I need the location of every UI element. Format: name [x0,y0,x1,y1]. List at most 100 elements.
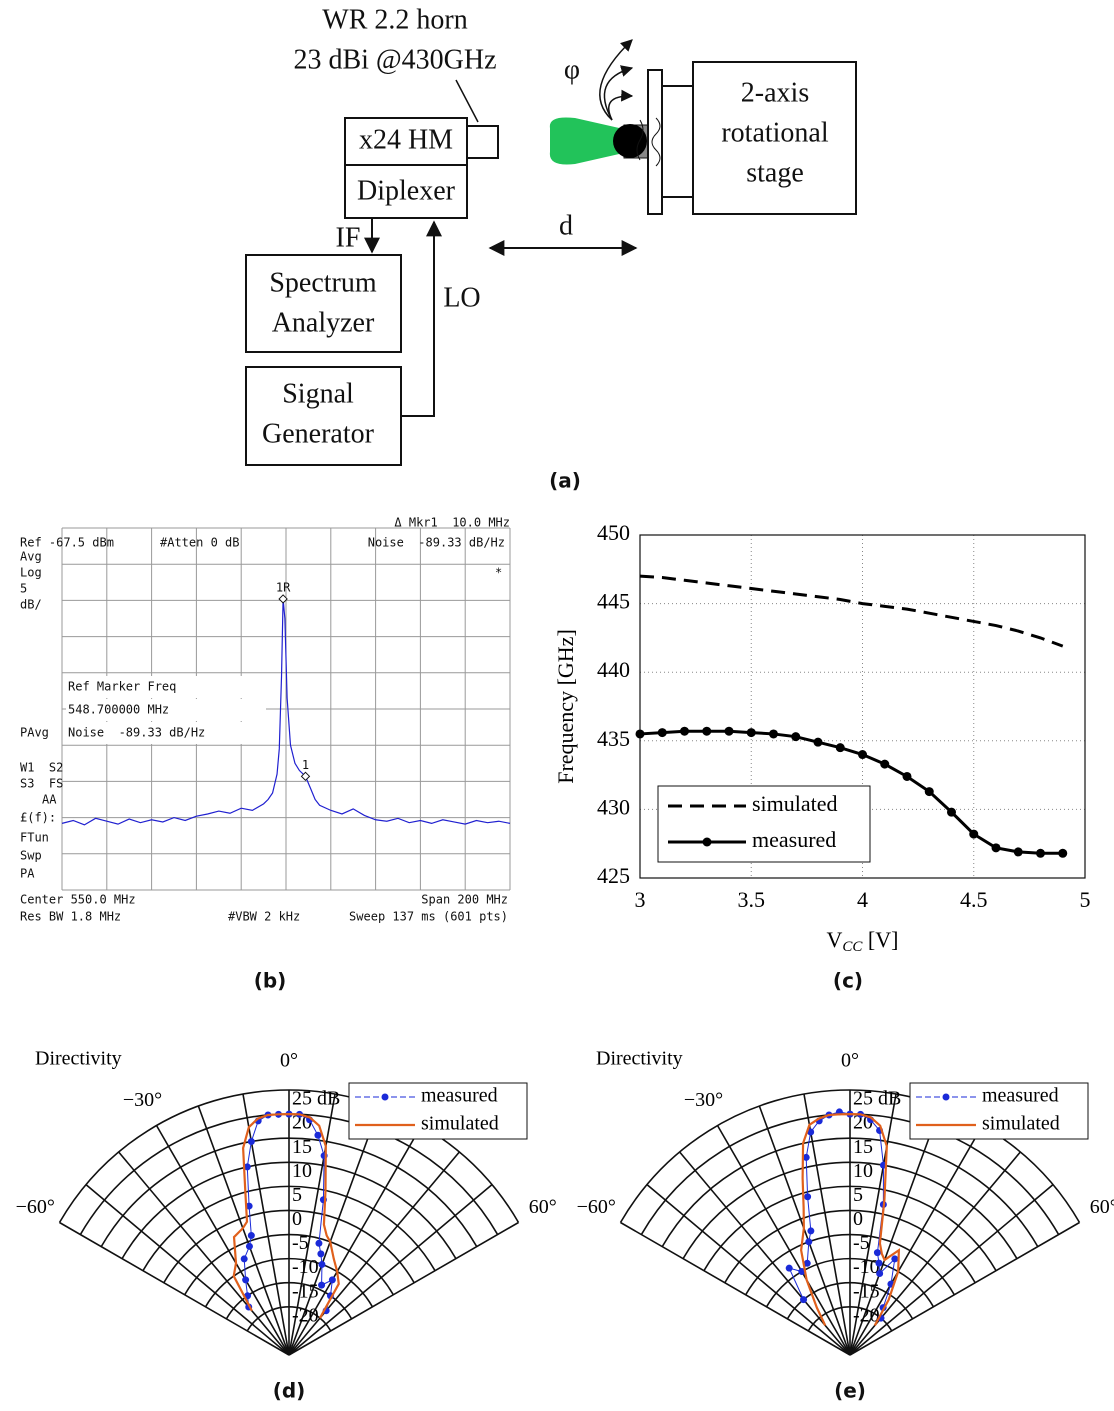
trace [61,598,511,826]
legend-box [348,1082,528,1140]
point [807,1227,815,1235]
ring-grid [204,1257,374,1308]
series-line [232,1112,340,1319]
screen-text: Swp [20,849,42,863]
y-tick-label: 445 [597,589,630,614]
r-tick-label: 15 [292,1136,312,1158]
label: 23 dBi @430GHz [293,44,496,75]
r-tick-label: -20 [853,1304,880,1326]
radial-grid [849,1125,984,1356]
screen-text: FTun [20,831,49,845]
legend-label: measured [982,1085,1059,1107]
point [243,1163,251,1171]
point [1036,848,1045,858]
point [880,759,890,769]
radial-grid [288,1221,519,1356]
theta-tick-label: 60° [529,1196,557,1218]
screen-text: dB/ [20,598,42,612]
screen-text: Avg [20,550,42,564]
ring-grid [100,1137,478,1247]
label: Spectrum [269,267,377,298]
screen-text: #Atten 0 dB [160,536,239,550]
point [315,1239,323,1247]
ring-grid [121,1161,457,1260]
point [991,843,1001,853]
theta-tick-label: −60° [577,1196,616,1218]
point [858,750,867,760]
legend-label: simulated [421,1113,499,1135]
x-axis-subscript: CC [842,939,863,955]
r-tick-label: -10 [292,1256,319,1278]
horn-pointer [455,79,479,123]
x-axis-label: VCC [V] [827,927,899,955]
theta-tick-label: 0° [841,1050,859,1072]
x-tick-label: 5 [1080,887,1091,912]
r-tick-label: 0 [292,1208,302,1230]
rotation-arrow [608,89,634,121]
r-tick-label: -15 [853,1280,880,1302]
radial-grid [646,1184,851,1356]
point [746,728,756,738]
ring-grid [619,1089,1081,1223]
ring-grid [765,1257,935,1308]
screen-text: PA [20,867,35,881]
point [328,1276,336,1284]
radial-grid [118,1151,290,1356]
r-tick-label: 25 dB [853,1088,901,1110]
point [803,1259,811,1267]
ring-grid [807,1306,893,1332]
point [805,1238,813,1246]
point [318,1260,326,1268]
chart-title: Directivity [35,1048,122,1070]
radial-grid [85,1184,290,1356]
ring-grid [163,1209,415,1284]
x-tick-label: 3 [635,887,646,912]
screen-text: AA [42,793,57,807]
screen-text: £(f): [20,811,56,825]
point [240,1255,248,1263]
r-tick-label: 5 [853,1184,863,1206]
y-axis-label: Frequency [GHz] [553,629,578,784]
screen-text: * [495,566,502,580]
point [242,1276,250,1284]
radial-grid [849,1151,1021,1356]
legend-label: measured [421,1085,498,1107]
point [902,771,912,781]
diplexer-box [344,164,468,219]
theta-tick-label: −30° [684,1089,723,1111]
theta-tick-label: −60° [16,1196,55,1218]
ring-grid [703,1185,997,1272]
x-tick-label: 4 [857,887,868,912]
r-tick-label: 10 [853,1160,873,1182]
marker-label: 1 [302,758,309,772]
screen-text: Ref Marker Freq [68,680,176,694]
point [804,1193,812,1201]
y-tick-label: 425 [597,863,630,888]
legend-box [657,785,871,863]
point [1058,848,1068,858]
screen-text: S3 FS [20,777,63,791]
caption: (c) [833,969,863,993]
radial-grid [849,1184,1054,1356]
radial-grid [59,1221,290,1356]
theta-tick-label: 60° [1090,1196,1114,1218]
label: d [559,210,573,241]
analyzer-box [245,254,402,353]
screen-text: Res BW 1.8 MHz [20,910,121,924]
x-tick-label: 4.5 [960,887,988,912]
ring-grid [724,1209,976,1284]
point [247,1137,255,1145]
radial-grid [620,1221,851,1356]
diagram: WR 2.2 horn 23 dBi @430GHz φ x24 HM Dipl… [245,4,857,466]
plate [647,69,663,215]
lo-arrow [401,220,442,417]
legend-swatch [942,1093,950,1101]
radial-grid [849,1093,897,1356]
plot-frame [639,534,1086,879]
legend-box [909,1082,1089,1140]
point [724,726,734,736]
screen-text: Span 200 MHz [421,893,508,907]
point [807,1128,815,1136]
screen-text: 5 [20,582,27,596]
point [876,1270,884,1278]
